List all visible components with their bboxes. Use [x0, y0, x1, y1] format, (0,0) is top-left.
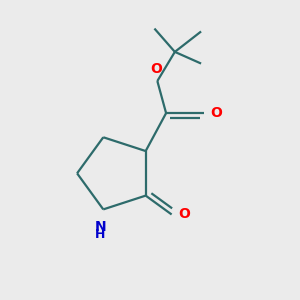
- Text: O: O: [210, 106, 222, 120]
- Text: N: N: [94, 220, 106, 235]
- Text: O: O: [150, 62, 162, 76]
- Text: O: O: [178, 208, 190, 221]
- Text: H: H: [95, 228, 106, 242]
